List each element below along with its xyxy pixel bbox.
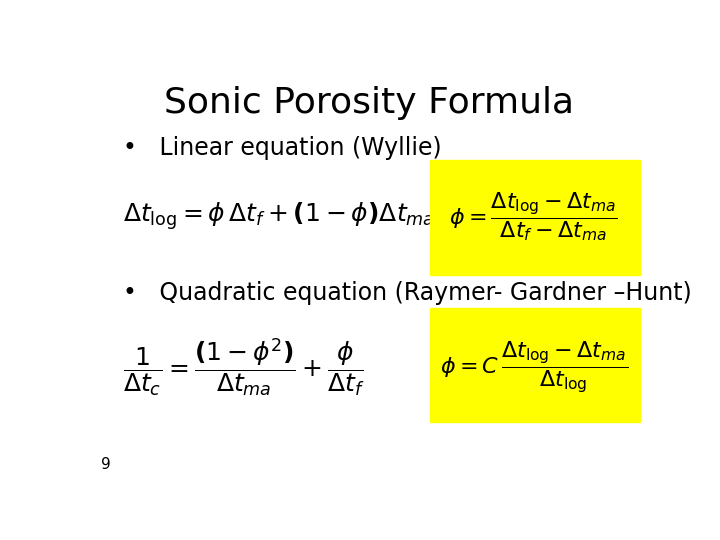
Text: $\dfrac{1}{\Delta t_{c}} = \dfrac{\boldsymbol{(}1 - \phi^{2}\boldsymbol{)}}{\Del: $\dfrac{1}{\Delta t_{c}} = \dfrac{\bolds… [124, 337, 365, 400]
FancyBboxPatch shape [431, 308, 639, 422]
Text: $\phi = C\,\dfrac{\Delta t_{\rm log} - \Delta t_{ma}}{\Delta t_{\rm log}}$: $\phi = C\,\dfrac{\Delta t_{\rm log} - \… [440, 340, 628, 396]
Text: •   Quadratic equation (Raymer- Gardner –Hunt): • Quadratic equation (Raymer- Gardner –H… [124, 281, 692, 306]
Text: •   Linear equation (Wyllie): • Linear equation (Wyllie) [124, 136, 442, 160]
Text: 9: 9 [101, 457, 111, 472]
Text: $\phi = \dfrac{\Delta t_{\rm log} - \Delta t_{ma}}{\Delta t_{f} - \Delta t_{ma}}: $\phi = \dfrac{\Delta t_{\rm log} - \Del… [449, 190, 618, 243]
Text: Sonic Porosity Formula: Sonic Porosity Formula [164, 85, 574, 119]
Text: $\Delta t_{\rm log} = \phi\,\Delta t_{f} + \boldsymbol{(}1 - \phi\boldsymbol{)}\: $\Delta t_{\rm log} = \phi\,\Delta t_{f}… [124, 201, 435, 232]
FancyBboxPatch shape [431, 160, 639, 275]
